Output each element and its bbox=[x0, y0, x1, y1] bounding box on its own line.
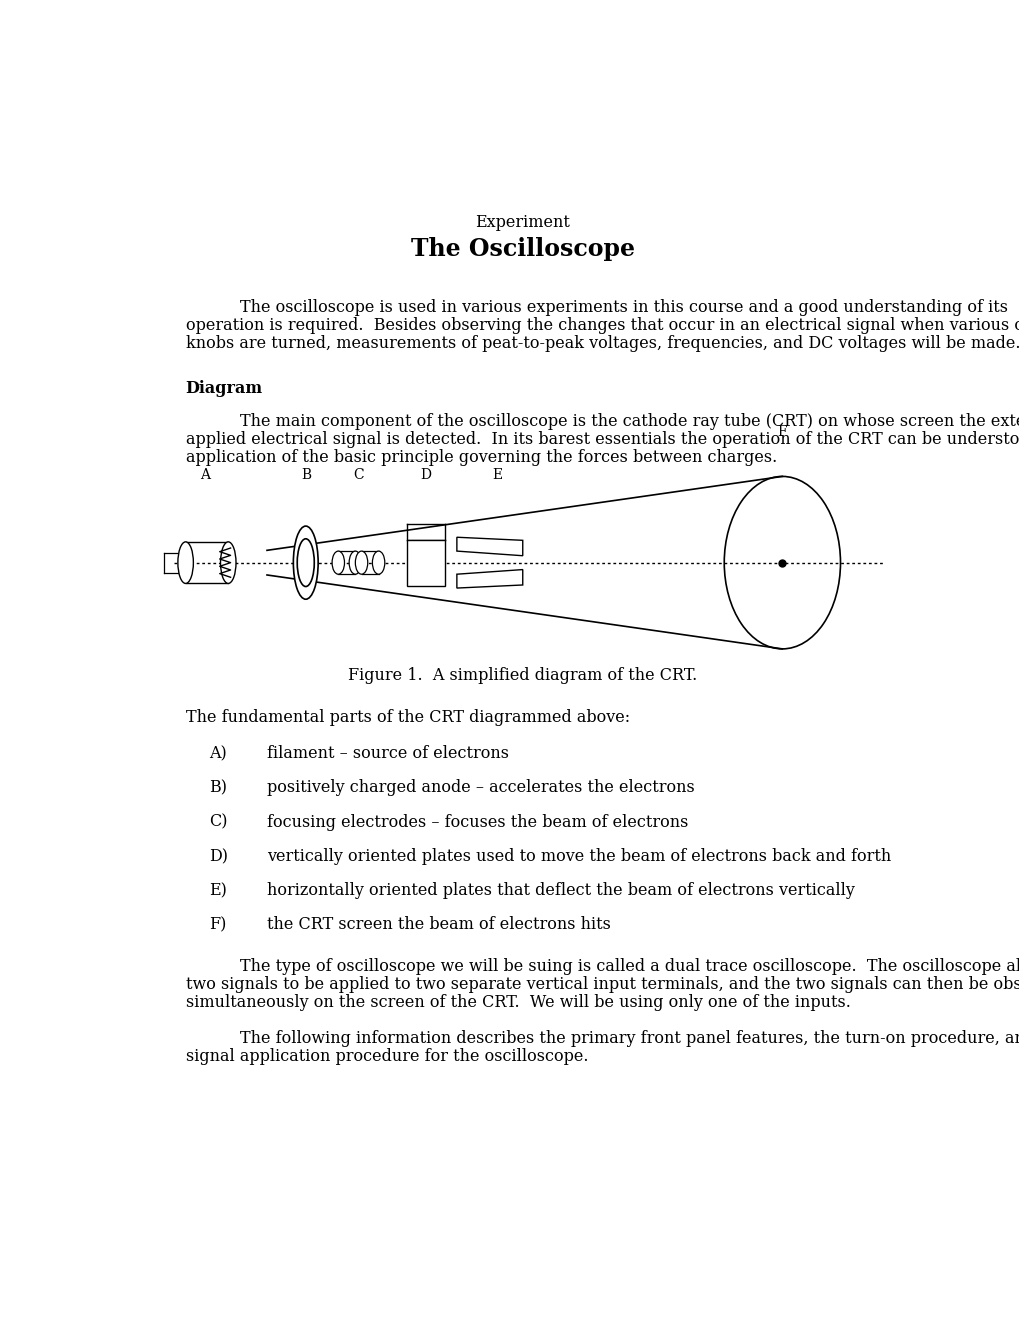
Polygon shape bbox=[457, 570, 523, 589]
Text: Figure 1.  A simplified diagram of the CRT.: Figure 1. A simplified diagram of the CR… bbox=[347, 667, 697, 684]
Text: Experiment: Experiment bbox=[475, 214, 570, 231]
Text: B): B) bbox=[209, 779, 226, 796]
Text: F): F) bbox=[209, 916, 226, 933]
Text: A: A bbox=[200, 467, 210, 482]
Ellipse shape bbox=[372, 552, 384, 574]
Ellipse shape bbox=[177, 543, 194, 583]
Text: The oscilloscope is used in various experiments in this course and a good unders: The oscilloscope is used in various expe… bbox=[239, 298, 1007, 315]
Text: Diagram: Diagram bbox=[185, 380, 263, 397]
Ellipse shape bbox=[297, 539, 314, 586]
Text: horizontally oriented plates that deflect the beam of electrons vertically: horizontally oriented plates that deflec… bbox=[267, 882, 854, 899]
Text: F: F bbox=[776, 425, 787, 440]
Text: the CRT screen the beam of electrons hits: the CRT screen the beam of electrons hit… bbox=[267, 916, 610, 933]
Text: positively charged anode – accelerates the electrons: positively charged anode – accelerates t… bbox=[267, 779, 694, 796]
Text: vertically oriented plates used to move the beam of electrons back and forth: vertically oriented plates used to move … bbox=[267, 847, 891, 865]
Ellipse shape bbox=[293, 527, 318, 599]
Text: signal application procedure for the oscilloscope.: signal application procedure for the osc… bbox=[185, 1048, 588, 1065]
Text: applied electrical signal is detected.  In its barest essentials the operation o: applied electrical signal is detected. I… bbox=[185, 430, 1019, 447]
Text: knobs are turned, measurements of peat-to-peak voltages, frequencies, and DC vol: knobs are turned, measurements of peat-t… bbox=[185, 335, 1019, 351]
Text: focusing electrodes – focuses the beam of electrons: focusing electrodes – focuses the beam o… bbox=[267, 813, 688, 830]
Text: E: E bbox=[492, 467, 502, 482]
Text: E): E) bbox=[209, 882, 226, 899]
Text: The Oscilloscope: The Oscilloscope bbox=[411, 238, 634, 261]
Text: B: B bbox=[302, 467, 311, 482]
Text: filament – source of electrons: filament – source of electrons bbox=[267, 744, 508, 762]
Text: application of the basic principle governing the forces between charges.: application of the basic principle gover… bbox=[185, 449, 776, 466]
Polygon shape bbox=[457, 537, 523, 556]
Ellipse shape bbox=[332, 552, 344, 574]
Text: A): A) bbox=[209, 744, 226, 762]
Text: two signals to be applied to two separate vertical input terminals, and the two : two signals to be applied to two separat… bbox=[185, 975, 1019, 993]
Text: The fundamental parts of the CRT diagrammed above:: The fundamental parts of the CRT diagram… bbox=[185, 709, 629, 726]
Bar bbox=[407, 540, 445, 586]
Text: C): C) bbox=[209, 813, 227, 830]
Ellipse shape bbox=[348, 552, 361, 574]
Text: C: C bbox=[353, 467, 364, 482]
Text: The type of oscilloscope we will be suing is called a dual trace oscilloscope.  : The type of oscilloscope we will be suin… bbox=[239, 958, 1019, 974]
Ellipse shape bbox=[220, 543, 235, 583]
Text: The main component of the oscilloscope is the cathode ray tube (CRT) on whose sc: The main component of the oscilloscope i… bbox=[239, 413, 1019, 429]
Text: simultaneously on the screen of the CRT.  We will be using only one of the input: simultaneously on the screen of the CRT.… bbox=[185, 994, 850, 1011]
Text: D: D bbox=[420, 467, 431, 482]
Text: operation is required.  Besides observing the changes that occur in an electrica: operation is required. Besides observing… bbox=[185, 317, 1019, 334]
Text: The following information describes the primary front panel features, the turn-o: The following information describes the … bbox=[239, 1030, 1019, 1047]
Text: D): D) bbox=[209, 847, 227, 865]
Ellipse shape bbox=[355, 552, 368, 574]
